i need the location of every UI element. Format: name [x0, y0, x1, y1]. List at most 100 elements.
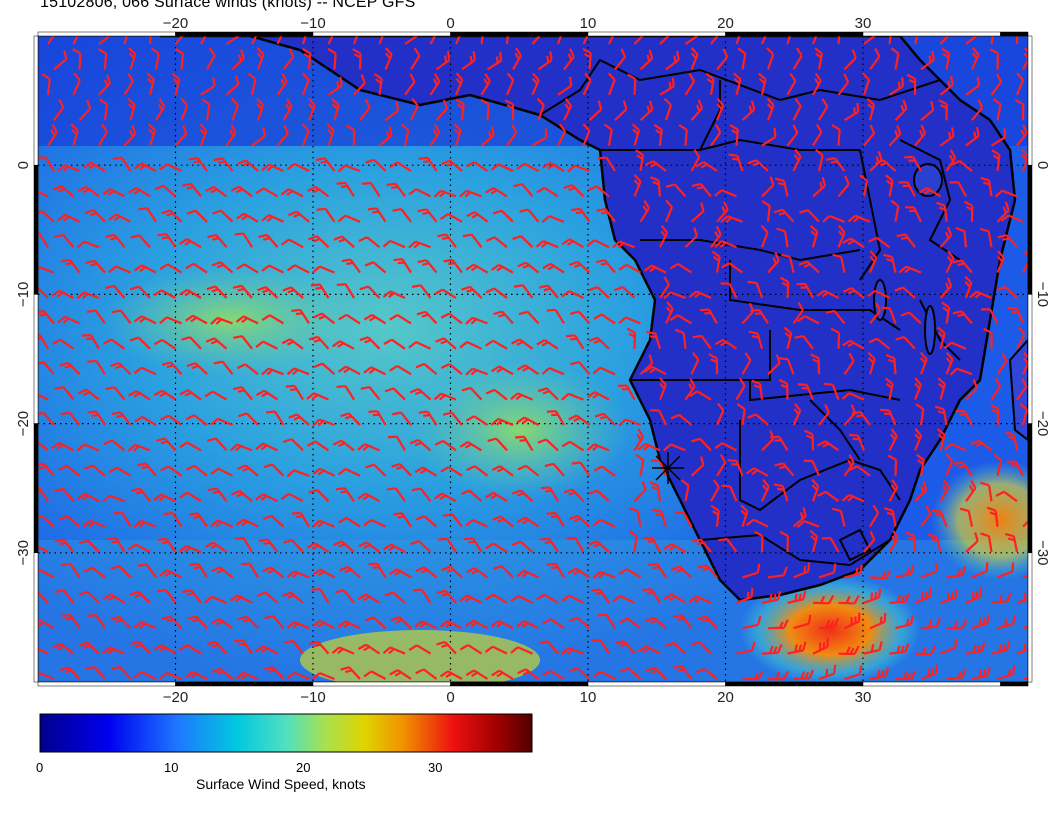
- wind-barb: [204, 595, 227, 604]
- wind-barb: [210, 467, 233, 477]
- wind-barb: [546, 308, 565, 324]
- wind-barb: [229, 443, 253, 452]
- wind-barb: [542, 161, 565, 172]
- wind-barb: [261, 314, 285, 325]
- wind-barb: [809, 529, 819, 553]
- wind-barb: [386, 182, 406, 198]
- wind-barb: [72, 48, 82, 70]
- wind-barb: [568, 514, 591, 528]
- wind-barb: [315, 157, 336, 172]
- wind-barb: [1016, 326, 1026, 350]
- wind-barb: [286, 367, 310, 376]
- wind-barb: [874, 159, 897, 172]
- wind-barb: [38, 188, 49, 198]
- wind-barb: [410, 539, 432, 553]
- wind-barb: [832, 253, 846, 273]
- wind-barb: [588, 489, 610, 503]
- lon-axis-segment: [725, 31, 864, 37]
- wind-barb: [939, 277, 953, 299]
- wind-barb: [920, 617, 942, 630]
- wind-barb: [185, 314, 208, 325]
- wind-barb: [692, 334, 712, 350]
- wind-barb: [283, 539, 304, 553]
- lat-axis-segment: [1027, 35, 1033, 166]
- wind-barb: [883, 253, 897, 273]
- wind-barb: [628, 507, 642, 527]
- wind-barb: [952, 310, 973, 325]
- wind-barb: [98, 36, 113, 45]
- wind-barb: [282, 286, 304, 299]
- wind-barb: [637, 442, 661, 452]
- wind-barb: [965, 642, 986, 655]
- colorbar: [39, 713, 533, 753]
- lon-axis-segment: [1000, 681, 1029, 687]
- wind-barb: [735, 377, 746, 401]
- wind-barb: [889, 593, 910, 604]
- wind-barb: [561, 647, 584, 655]
- wind-barb: [235, 315, 259, 325]
- wind-barb: [778, 357, 795, 375]
- wind-barb: [480, 126, 495, 147]
- wind-barb: [127, 443, 151, 452]
- wind-barb: [265, 410, 285, 426]
- wind-barb: [357, 593, 381, 604]
- wind-barb: [459, 644, 483, 655]
- wind-barb: [637, 645, 661, 655]
- wind-barb: [588, 540, 610, 553]
- wind-barb: [153, 338, 177, 350]
- wind-barb: [433, 392, 457, 401]
- wind-barb: [952, 259, 973, 274]
- wind-barb: [105, 233, 126, 248]
- wind-barb: [890, 47, 900, 70]
- wind-barb: [159, 263, 183, 274]
- wind-barb: [905, 531, 917, 553]
- wind-barb: [412, 588, 432, 604]
- wind-barb: [123, 73, 134, 96]
- wind-barb: [546, 511, 565, 528]
- wind-barb: [255, 389, 279, 401]
- wind-barb: [51, 441, 75, 452]
- lat-tick-label-right: 0: [1034, 161, 1051, 169]
- wind-barb: [832, 507, 846, 527]
- wind-barb: [843, 49, 857, 71]
- wind-barb: [410, 47, 421, 70]
- wind-barb: [337, 365, 361, 376]
- wind-barb: [312, 265, 335, 274]
- wind-barb: [646, 330, 662, 350]
- lat-axis-segment: [33, 423, 39, 554]
- wind-barb: [663, 291, 686, 300]
- wind-barb: [465, 669, 489, 680]
- wind-barb: [280, 492, 304, 503]
- wind-barb: [750, 308, 769, 324]
- wind-barb: [133, 264, 157, 274]
- wind-barb: [492, 564, 514, 579]
- wind-barb: [586, 239, 610, 249]
- wind-barb: [516, 162, 540, 172]
- wind-barb: [205, 337, 228, 350]
- wind-barb: [691, 182, 712, 198]
- lon-axis-segment: [37, 681, 176, 687]
- wind-barb: [102, 494, 125, 503]
- wind-barb: [491, 365, 514, 376]
- wind-barb: [953, 461, 973, 477]
- wind-barb: [57, 315, 80, 325]
- wind-barb: [57, 213, 80, 223]
- wind-barb: [185, 414, 208, 426]
- wind-barb: [110, 565, 132, 579]
- wind-barb: [453, 123, 462, 146]
- lat-axis-segment: [1027, 423, 1033, 554]
- wind-barb: [83, 161, 106, 172]
- wind-barb: [652, 508, 668, 527]
- wind-barb: [619, 617, 642, 630]
- wind-barb: [658, 377, 667, 401]
- wind-barb: [943, 341, 967, 350]
- wind-barb: [695, 161, 718, 172]
- wind-barb: [340, 666, 361, 680]
- wind-barb: [392, 411, 412, 426]
- wind-barb: [684, 73, 696, 96]
- wind-barb: [331, 646, 355, 655]
- wind-barb: [644, 160, 667, 172]
- wind-barb: [213, 360, 234, 375]
- wind-barb: [983, 327, 993, 349]
